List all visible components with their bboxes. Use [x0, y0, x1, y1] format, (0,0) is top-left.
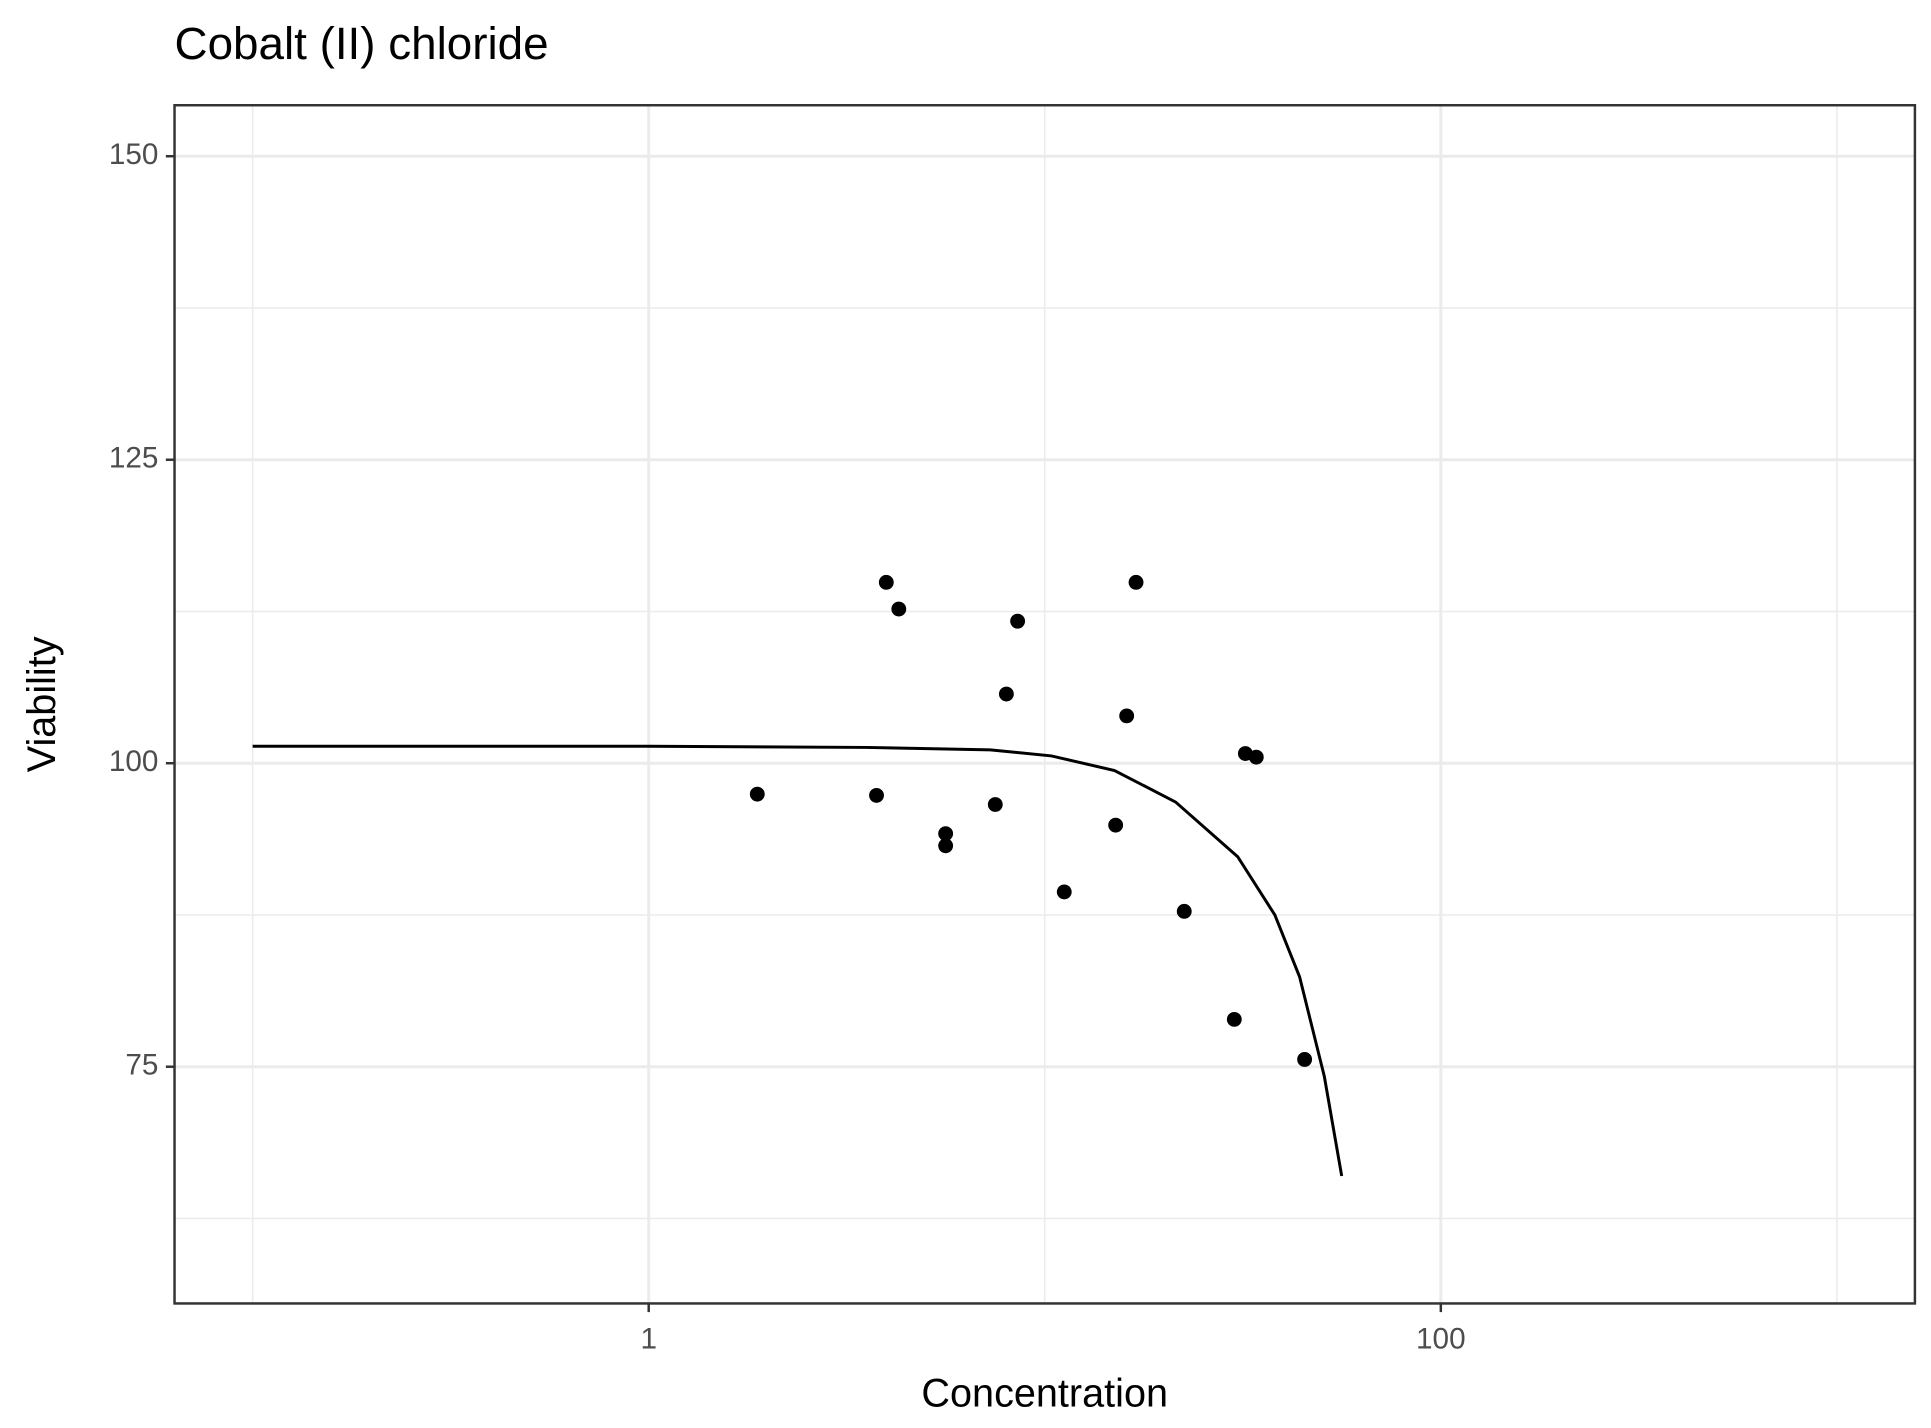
- y-tick-label: 75: [125, 1049, 158, 1082]
- point: [987, 797, 1003, 812]
- point: [1128, 574, 1144, 590]
- point: [1226, 1011, 1242, 1027]
- y-axis-title: Viability: [20, 636, 64, 772]
- point: [1297, 1052, 1313, 1067]
- y-tick-label: 100: [109, 745, 159, 778]
- point: [998, 686, 1014, 702]
- point: [869, 787, 884, 803]
- x-tick-label: 100: [1416, 1322, 1466, 1355]
- x-axis-title: Concentration: [921, 1372, 1168, 1416]
- point: [878, 574, 894, 590]
- chart-title: Cobalt (II) chloride: [175, 18, 549, 69]
- point: [1056, 884, 1072, 900]
- point: [1176, 903, 1192, 919]
- point: [938, 826, 954, 842]
- point: [938, 838, 954, 854]
- point: [1248, 749, 1264, 765]
- point: [1010, 613, 1026, 629]
- y-tick-label: 150: [109, 138, 159, 171]
- point: [1108, 817, 1124, 833]
- point: [1119, 708, 1135, 724]
- x-tick-label: 1: [640, 1322, 657, 1355]
- fit-line: [252, 744, 1344, 1177]
- y-tick-label: 125: [109, 442, 159, 475]
- point: [749, 786, 765, 802]
- point: [891, 601, 907, 617]
- panel-border: [173, 104, 1917, 1305]
